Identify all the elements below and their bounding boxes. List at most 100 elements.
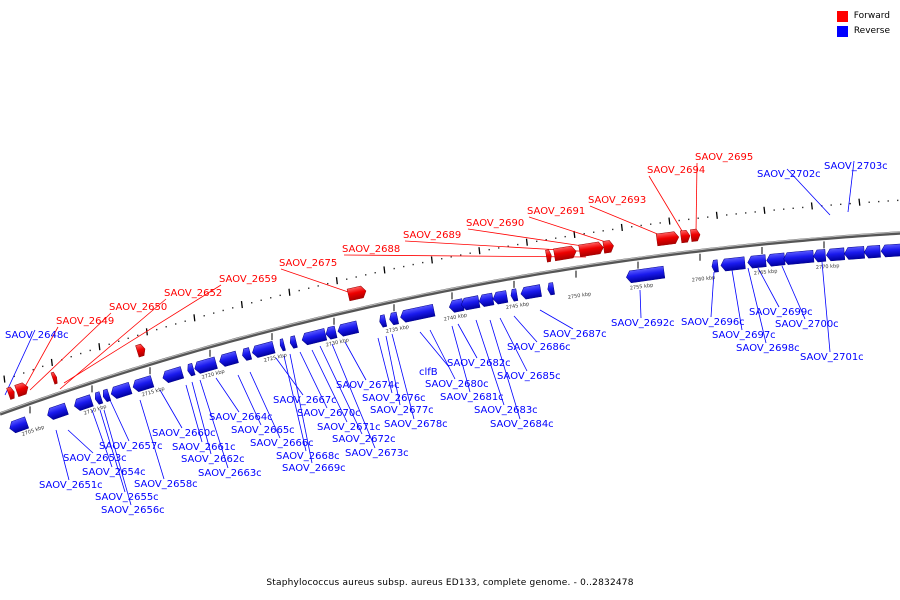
scale-dot	[640, 224, 642, 227]
gene-label: SAOV_2682c	[447, 358, 511, 369]
reverse-gene	[9, 416, 30, 434]
backbone-highlight	[0, 231, 900, 414]
gene-label: SAOV_2689	[403, 230, 461, 241]
legend-reverse: Reverse	[836, 24, 890, 38]
gene-arrow	[389, 311, 400, 326]
gene-arrow	[135, 343, 146, 358]
scale-dot	[536, 240, 538, 243]
gene-label: SAOV_2697c	[712, 330, 776, 341]
scale-dot	[355, 276, 357, 278]
gene-label: SAOV_2677c	[370, 405, 434, 416]
leader-line	[499, 317, 528, 372]
reverse-gene	[826, 247, 846, 262]
gene-label: SAOV_2670c	[297, 408, 361, 419]
leader-line	[391, 333, 415, 420]
gene-label: SAOV_2654c	[82, 467, 146, 478]
gene-label: SAOV_2684c	[490, 419, 554, 430]
gene-arrow	[252, 341, 276, 358]
scale-dot	[697, 217, 699, 219]
scale-label: 2765 kbp	[754, 268, 778, 276]
reverse-gene	[813, 249, 827, 263]
reverse-gene	[720, 256, 746, 272]
scale-label: 2730 kbp	[325, 337, 349, 348]
scale-dot	[13, 375, 15, 378]
gene-arrow	[826, 247, 846, 262]
gene-label: SAOV_2678c	[384, 419, 448, 430]
gene-arrow	[110, 381, 133, 399]
scale-dash-major	[240, 301, 243, 309]
scale-dot	[650, 223, 652, 225]
scale-dot	[403, 265, 405, 268]
forward-gene	[6, 386, 15, 400]
leader-line	[489, 319, 521, 420]
scale-label: 2755 kbp	[630, 283, 654, 292]
scale-label: 2745 kbp	[505, 301, 529, 311]
gene-label: SAOV_2653c	[63, 453, 127, 464]
leader-line	[639, 289, 642, 319]
gene-arrow	[655, 231, 680, 247]
leader-line	[319, 345, 363, 435]
scale-dash-major	[193, 314, 196, 322]
scale-dash-major	[288, 288, 291, 296]
scale-dot	[441, 258, 443, 260]
scale-dash-major	[98, 343, 101, 351]
label-leader-lines	[4, 160, 855, 506]
gene-label: SAOV_2662c	[181, 454, 245, 465]
gene-arrow	[545, 249, 552, 263]
gene-arrow	[711, 259, 719, 273]
reverse-gene	[252, 341, 276, 358]
leader-line	[63, 284, 222, 384]
gene-label: SAOV_2686c	[507, 342, 571, 353]
gene-arrow	[74, 394, 94, 411]
leader-line	[67, 429, 94, 454]
scale-dot	[165, 326, 167, 328]
gene-label: SAOV_2698c	[736, 343, 800, 354]
scale-dot	[583, 232, 585, 235]
scale-dot	[517, 243, 519, 246]
scale-dash-major	[430, 256, 433, 264]
reverse-gene	[325, 325, 338, 340]
leader-line	[280, 268, 358, 296]
scale-dot	[127, 337, 129, 340]
leader-line	[475, 319, 505, 406]
reverse-gene	[95, 391, 104, 405]
forward-gene	[545, 249, 552, 263]
gene-arrow	[448, 298, 465, 313]
gene-label: SAOV_2694	[647, 165, 705, 176]
gene-label: clfB	[419, 367, 438, 378]
leader-line	[695, 162, 698, 234]
gene-arrow	[478, 292, 495, 307]
scale-dot	[251, 302, 253, 304]
reverse-gene	[110, 381, 133, 399]
scale-dot	[450, 256, 452, 258]
scale-dot	[374, 272, 376, 274]
scale-dot	[317, 285, 319, 287]
leader-line	[55, 429, 70, 481]
leader-line	[331, 343, 376, 449]
gene-label: SAOV_2681c	[440, 392, 504, 403]
leader-line	[21, 326, 59, 393]
reverse-gene	[301, 328, 328, 346]
scale-dot	[279, 294, 281, 297]
gene-label: SAOV_2657c	[99, 441, 163, 452]
gene-label: SAOV_2659	[219, 274, 277, 285]
leader-line	[29, 312, 112, 391]
reverse-gene	[880, 243, 900, 258]
reverse-gene	[132, 375, 155, 393]
scale-dot	[184, 320, 186, 322]
backbone-line	[0, 231, 900, 416]
scale-dot	[745, 212, 747, 214]
reverse-gene	[162, 366, 185, 383]
scale-dash-major	[810, 202, 813, 210]
leader-line	[139, 399, 165, 480]
gene-label: SAOV_2655c	[95, 492, 159, 503]
gene-arrow	[242, 347, 253, 361]
scale-dot	[222, 309, 224, 312]
leader-line	[275, 357, 304, 396]
scale-dot	[270, 297, 272, 299]
leader-line	[299, 351, 328, 409]
scale-dot	[460, 254, 462, 256]
scale-dot	[545, 239, 547, 241]
scale-dot	[308, 287, 310, 289]
